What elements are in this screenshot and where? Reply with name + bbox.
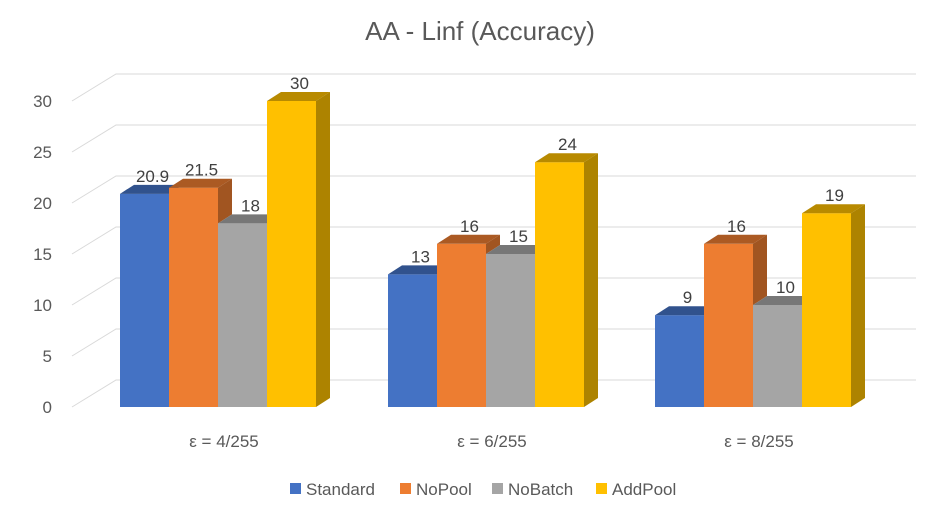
y-tick-label: 5 bbox=[43, 347, 52, 366]
x-axis-ticks: ε = 4/255 ε = 6/255 ε = 8/255 bbox=[189, 432, 794, 451]
bar-nopool-2 bbox=[437, 234, 500, 407]
data-label: 16 bbox=[727, 217, 746, 236]
bar-nobatch-3 bbox=[753, 296, 816, 407]
legend-item-nobatch: NoBatch bbox=[492, 480, 573, 499]
x-tick-label: ε = 4/255 bbox=[189, 432, 259, 451]
legend-item-addpool: AddPool bbox=[596, 480, 676, 499]
gridline bbox=[71, 124, 916, 153]
bars bbox=[120, 92, 865, 407]
bar-nobatch-2 bbox=[486, 245, 549, 407]
gridline bbox=[71, 328, 916, 357]
bar-addpool-2 bbox=[535, 153, 598, 407]
bar-standard-3 bbox=[655, 306, 718, 407]
y-tick-label: 30 bbox=[33, 92, 52, 111]
legend-swatch bbox=[492, 483, 503, 494]
gridline bbox=[71, 226, 916, 255]
y-tick-label: 15 bbox=[33, 245, 52, 264]
gridline bbox=[71, 73, 916, 102]
chart-title: AA - Linf (Accuracy) bbox=[365, 16, 595, 46]
y-tick-label: 10 bbox=[33, 296, 52, 315]
bar-nobatch-1 bbox=[218, 214, 281, 407]
data-label: 16 bbox=[460, 217, 479, 236]
bar-standard-1 bbox=[120, 184, 183, 407]
y-axis-ticks: 0 5 10 15 20 25 30 bbox=[33, 92, 52, 417]
bar-standard-2 bbox=[388, 265, 451, 407]
x-tick-label: ε = 8/255 bbox=[724, 432, 794, 451]
data-label: 19 bbox=[825, 186, 844, 205]
data-label: 15 bbox=[509, 227, 528, 246]
gridline bbox=[71, 277, 916, 306]
data-label: 30 bbox=[290, 74, 309, 93]
data-label: 13 bbox=[411, 247, 430, 266]
legend-swatch bbox=[596, 483, 607, 494]
legend-swatch bbox=[290, 483, 301, 494]
gridlines bbox=[71, 73, 916, 408]
y-tick-label: 0 bbox=[43, 398, 52, 417]
data-label: 24 bbox=[558, 135, 577, 154]
data-label: 21.5 bbox=[185, 161, 218, 180]
legend-label: NoPool bbox=[416, 480, 472, 499]
data-label: 18 bbox=[241, 196, 260, 215]
legend-label: AddPool bbox=[612, 480, 676, 499]
legend-label: Standard bbox=[306, 480, 375, 499]
bar-nopool-3 bbox=[704, 234, 767, 407]
y-tick-label: 20 bbox=[33, 194, 52, 213]
data-label: 10 bbox=[776, 278, 795, 297]
legend-label: NoBatch bbox=[508, 480, 573, 499]
bar-addpool-3 bbox=[802, 204, 865, 407]
data-label: 20.9 bbox=[136, 167, 169, 186]
gridline bbox=[71, 175, 916, 204]
bar-nopool-1 bbox=[169, 178, 232, 407]
data-labels: 20.9 21.5 18 30 13 16 15 24 9 16 10 19 bbox=[136, 74, 844, 307]
y-tick-label: 25 bbox=[33, 143, 52, 162]
data-label: 9 bbox=[683, 288, 692, 307]
legend-swatch bbox=[400, 483, 411, 494]
bar-addpool-1 bbox=[267, 92, 330, 407]
x-tick-label: ε = 6/255 bbox=[457, 432, 527, 451]
legend-item-standard: Standard bbox=[290, 480, 375, 499]
gridline bbox=[71, 379, 916, 408]
legend-item-nopool: NoPool bbox=[400, 480, 472, 499]
legend: Standard NoPool NoBatch AddPool bbox=[290, 480, 676, 499]
